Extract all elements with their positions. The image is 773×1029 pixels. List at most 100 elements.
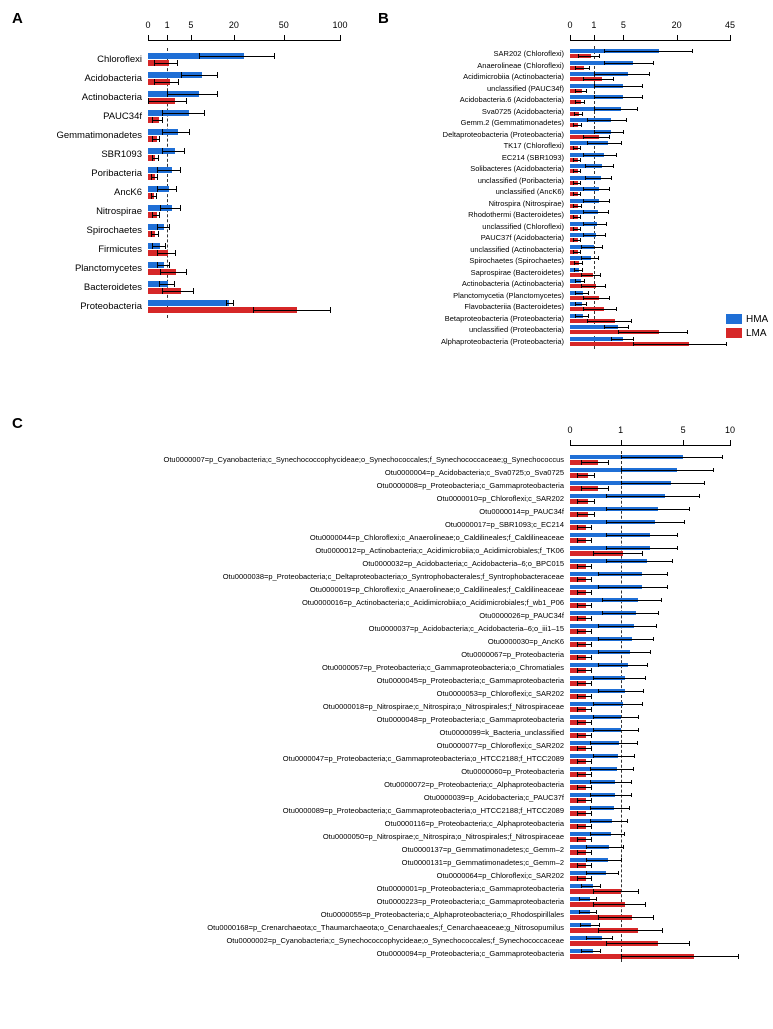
panelA-row-label: Firmicutes xyxy=(98,244,142,255)
error-cap xyxy=(594,499,595,504)
error-cap xyxy=(606,533,607,538)
error-whisker xyxy=(157,253,176,254)
error-whisker xyxy=(573,229,580,230)
panelC-row-label: Otu0000004=p_Acidobacteria;c_Sva0725;o_S… xyxy=(385,468,564,477)
error-cap xyxy=(160,205,161,211)
error-cap xyxy=(591,759,592,764)
error-cap xyxy=(158,155,159,161)
error-cap xyxy=(618,330,619,334)
error-whisker xyxy=(590,782,631,783)
error-cap xyxy=(577,564,578,569)
error-whisker xyxy=(604,51,692,52)
error-cap xyxy=(577,785,578,790)
error-cap xyxy=(590,819,591,824)
error-cap xyxy=(608,460,609,465)
error-whisker xyxy=(160,272,186,273)
error-cap xyxy=(151,193,152,199)
panelC-row-label: Otu0000067=p_Proteobacteria xyxy=(461,650,564,659)
error-cap xyxy=(677,546,678,551)
error-cap xyxy=(157,224,158,230)
panelC-row-label: Otu0000094=p_Proteobacteria;c_Gammaprote… xyxy=(377,949,564,958)
error-cap xyxy=(606,520,607,525)
panelC-row-label: Otu0000099=k_Bacteria_unclassified xyxy=(440,728,564,737)
error-whisker xyxy=(575,91,586,92)
panelC-row-label: Otu0000019=p_Chloroflexi;c_Anaerolineae;… xyxy=(310,585,564,594)
error-cap xyxy=(586,89,587,93)
panelB-row-label: Deltaproteobacteria (Proteobacteria) xyxy=(443,130,564,139)
error-cap xyxy=(588,314,589,318)
panelC-row-label: Otu0000053=p_Chloroflexi;c_SAR202 xyxy=(437,689,564,698)
legend-lma-swatch xyxy=(726,328,742,338)
error-cap xyxy=(602,611,603,616)
error-whisker xyxy=(577,605,591,606)
error-cap xyxy=(575,279,576,283)
error-whisker xyxy=(581,275,601,276)
legend-lma: LMA xyxy=(726,326,768,340)
error-cap xyxy=(596,910,597,915)
error-whisker xyxy=(181,75,217,76)
error-whisker xyxy=(577,826,591,827)
panelC-row-label: Otu0000007=p_Cyanobacteria;c_Synechococc… xyxy=(164,455,564,464)
error-cap xyxy=(638,889,639,894)
error-cap xyxy=(577,642,578,647)
error-whisker xyxy=(586,847,623,848)
error-cap xyxy=(152,212,153,218)
error-cap xyxy=(591,603,592,608)
error-cap xyxy=(738,954,739,959)
panelC-row-label: Otu0000016=p_Actinobacteria;c_Acidimicro… xyxy=(302,598,564,607)
error-cap xyxy=(609,199,610,203)
error-cap xyxy=(180,167,181,173)
panelC-tick-label: 1 xyxy=(618,425,623,435)
error-cap xyxy=(591,694,592,699)
panelB-row-label: EC214 (SBR1093) xyxy=(502,153,564,162)
error-cap xyxy=(653,637,654,642)
error-whisker xyxy=(157,170,181,171)
error-cap xyxy=(582,261,583,265)
panelB-row-label: Saprospirae (Bacteroidetes) xyxy=(471,268,564,277)
error-cap xyxy=(581,284,582,288)
error-cap xyxy=(593,889,594,894)
error-cap xyxy=(148,98,149,104)
error-whisker xyxy=(586,873,618,874)
error-cap xyxy=(608,210,609,214)
error-cap xyxy=(594,130,595,134)
panelC-row-label: Otu0000168=p_Crenarchaeota;c_Thaumarchae… xyxy=(207,923,564,932)
error-cap xyxy=(633,337,634,341)
error-whisker xyxy=(583,201,609,202)
error-cap xyxy=(579,910,580,915)
panelC-row-label: Otu0000064=p_Chloroflexi;c_SAR202 xyxy=(437,871,564,880)
panelC-ref-line xyxy=(621,451,622,962)
panelB-row-label: Anaerolineae (Chloroflexi) xyxy=(477,61,564,70)
error-whisker xyxy=(590,743,637,744)
error-whisker xyxy=(577,631,591,632)
error-whisker xyxy=(593,704,642,705)
error-whisker xyxy=(162,113,204,114)
error-cap xyxy=(193,288,194,294)
error-whisker xyxy=(152,246,164,247)
error-whisker xyxy=(162,291,193,292)
error-cap xyxy=(585,176,586,180)
panelB-row-label: Rhodothermi (Bacteroidetes) xyxy=(468,210,564,219)
error-whisker xyxy=(577,579,591,580)
panelB-tick-label: 45 xyxy=(725,20,735,30)
error-whisker xyxy=(577,761,591,762)
error-cap xyxy=(704,481,705,486)
error-cap xyxy=(577,577,578,582)
error-cap xyxy=(591,616,592,621)
error-whisker xyxy=(573,252,580,253)
error-cap xyxy=(573,204,574,208)
error-cap xyxy=(613,77,614,81)
error-cap xyxy=(583,307,584,311)
error-cap xyxy=(621,481,622,486)
error-whisker xyxy=(573,217,580,218)
error-cap xyxy=(613,164,614,168)
panelC-tick-label: 5 xyxy=(681,425,686,435)
error-whisker xyxy=(574,114,582,115)
error-whisker xyxy=(593,553,642,554)
error-whisker xyxy=(581,247,602,248)
error-cap xyxy=(169,224,170,230)
error-whisker xyxy=(593,904,645,905)
error-whisker xyxy=(199,56,274,57)
error-cap xyxy=(623,130,624,134)
error-whisker xyxy=(598,652,650,653)
